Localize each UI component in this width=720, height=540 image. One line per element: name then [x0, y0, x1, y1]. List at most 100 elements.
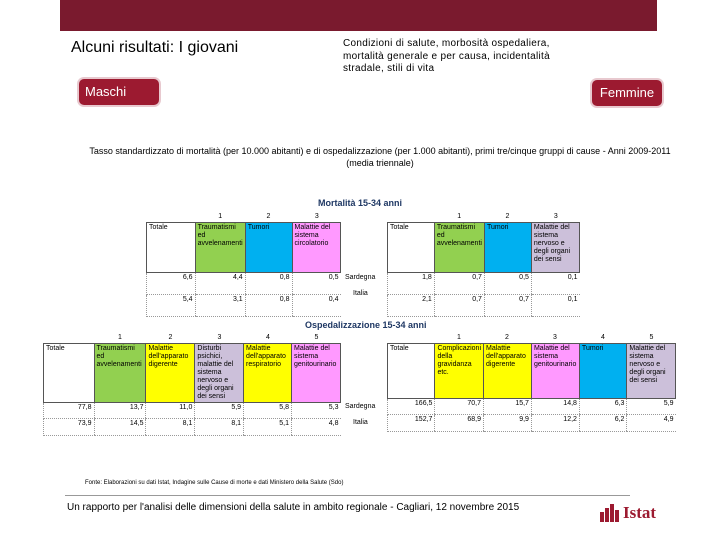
header-cell: Traumatismi ed avvelenamenti	[93, 343, 147, 403]
table-row: 73,9 14,5 8,1 8,1 5,1 4,8	[43, 418, 341, 436]
table-row: 77,8 13,7 11,0 5,9 5,8 5,3	[43, 402, 341, 419]
header-cell: Tumori	[244, 222, 293, 273]
value-cell: 0,1	[530, 272, 580, 295]
value-cell: 1,8	[387, 272, 435, 295]
value-cell: 6,6	[146, 272, 196, 295]
region-label: Italia	[353, 290, 368, 297]
mortality-female-table: Totale Traumatismi ed avvelenamenti Tumo…	[387, 222, 581, 317]
region-label: Sardegna	[345, 274, 376, 281]
header-cell: Malattie del sistema genitourinario	[530, 343, 580, 399]
value-cell: 14,5	[93, 418, 146, 436]
hospitalization-male-index: 1 2 3 4 5	[94, 334, 341, 341]
value-cell: 14,8	[530, 398, 580, 415]
value-cell: 0,7	[433, 272, 485, 295]
value-cell: 0,7	[433, 294, 485, 317]
header-cell: Totale	[386, 343, 436, 399]
value-cell: 68,9	[434, 414, 484, 432]
source-note: Fonte: Elaborazioni su dati Istat, Indag…	[85, 480, 344, 486]
value-cell: 6,3	[578, 398, 627, 415]
header-cell: Traumatismi ed avvelenamenti	[433, 222, 485, 273]
header-cell: Malattie dell'apparato digerente	[483, 343, 532, 399]
mortality-title: Mortalità 15-34 anni	[318, 198, 403, 208]
value-cell: 5,9	[626, 398, 676, 415]
hospitalization-title: Ospedalizzazione 15-34 anni	[305, 320, 427, 330]
table-row: 166,5 70,7 15,7 14,8 6,3 5,9	[386, 398, 676, 415]
hospitalization-female-index: 1 2 3 4 5	[435, 334, 676, 341]
value-cell: 4,8	[290, 418, 341, 436]
header-cell: Tumori	[578, 343, 628, 399]
footer-text: Un rapporto per l'analisi delle dimensio…	[67, 502, 520, 513]
index-cell: 1	[457, 213, 462, 220]
value-cell: 15,7	[483, 398, 532, 415]
header-cell: Malattie del sistema nervoso e degli org…	[530, 222, 581, 273]
value-cell: 152,7	[386, 414, 435, 432]
header-cell: Malattie dell'apparato respiratorio	[243, 343, 292, 403]
header-cell: Totale	[146, 222, 196, 273]
index-cell: 5	[314, 334, 319, 341]
istat-logo-icon	[600, 504, 620, 522]
value-cell: 0,5	[291, 272, 341, 295]
table-row: 1,8 0,7 0,5 0,1	[387, 272, 580, 295]
header-cell: Malattie dell'apparato digerente	[145, 343, 196, 403]
value-cell: 9,9	[483, 414, 532, 432]
value-cell: 0,8	[244, 294, 293, 317]
male-label: Maschi	[79, 79, 159, 105]
index-cell: 2	[505, 334, 509, 341]
value-cell: 13,7	[93, 402, 146, 419]
slide-subtitle: Condizioni di salute, morbosità ospedali…	[343, 38, 550, 74]
top-banner	[60, 0, 657, 31]
slide-title: Alcuni risultati: I giovani	[71, 39, 239, 56]
value-cell: 70,7	[434, 398, 484, 415]
mortality-female-index: 1 2 3	[435, 213, 580, 220]
header-cell: Disturbi psichici, malattie del sistema …	[194, 343, 245, 403]
value-cell: 4,4	[194, 272, 246, 295]
header-cell: Malattie del sistema genitourinario	[290, 343, 342, 403]
header-cell: Tumori	[483, 222, 532, 273]
value-cell: 3,1	[194, 294, 246, 317]
header-cell: Traumatismi ed avvelenamenti	[194, 222, 246, 273]
value-cell: 5,1	[243, 418, 292, 436]
value-cell: 5,4	[146, 294, 196, 317]
index-cell: 3	[553, 334, 557, 341]
table-caption: Tasso standardizzato di mortalità (per 1…	[89, 146, 671, 168]
value-cell: 8,1	[194, 418, 244, 436]
index-cell: 4	[266, 334, 270, 341]
istat-logo: Istat	[600, 503, 656, 523]
value-cell: 4,9	[626, 414, 676, 432]
header-cell: Complicazioni della gravidanza etc.	[434, 343, 485, 399]
mortality-male-index: 1 2 3	[196, 213, 341, 220]
value-cell: 2,1	[387, 294, 435, 317]
header-cell: Totale	[43, 343, 95, 403]
index-cell: 4	[601, 334, 605, 341]
logo-text: Istat	[623, 503, 657, 522]
index-cell: 2	[505, 213, 510, 220]
hospitalization-male-table: Totale Traumatismi ed avvelenamenti Mala…	[43, 343, 342, 436]
region-label: Sardegna	[345, 403, 376, 410]
header-cell: Totale	[387, 222, 435, 273]
index-cell: 1	[118, 334, 122, 341]
index-cell: 1	[457, 334, 461, 341]
index-cell: 3	[217, 334, 222, 341]
index-cell: 5	[649, 334, 654, 341]
value-cell: 6,2	[578, 414, 627, 432]
value-cell: 8,1	[145, 418, 195, 436]
value-cell: 5,8	[243, 402, 292, 419]
index-cell: 2	[168, 334, 173, 341]
value-cell: 5,3	[290, 402, 341, 419]
index-cell: 2	[266, 213, 271, 220]
header-cell: Malattie del sistema circolatorio	[291, 222, 342, 273]
female-label: Femmine	[592, 80, 662, 106]
header-cell: Malattie del sistema nervoso e degli org…	[626, 343, 676, 399]
value-cell: 73,9	[43, 418, 95, 436]
index-cell: 3	[553, 213, 558, 220]
value-cell: 0,1	[530, 294, 580, 317]
mortality-male-table: Totale Traumatismi ed avvelenamenti Tumo…	[146, 222, 342, 317]
hospitalization-female-table: Totale Complicazioni della gravidanza et…	[386, 343, 676, 432]
table-row: 152,7 68,9 9,9 12,2 6,2 4,9	[386, 414, 676, 432]
value-cell: 11,0	[145, 402, 195, 419]
value-cell: 77,8	[43, 402, 95, 419]
table-row: 6,6 4,4 0,8 0,5	[146, 272, 341, 295]
region-label: Italia	[353, 419, 368, 426]
footer-divider	[65, 495, 630, 496]
table-row: 5,4 3,1 0,8 0,4	[146, 294, 341, 317]
